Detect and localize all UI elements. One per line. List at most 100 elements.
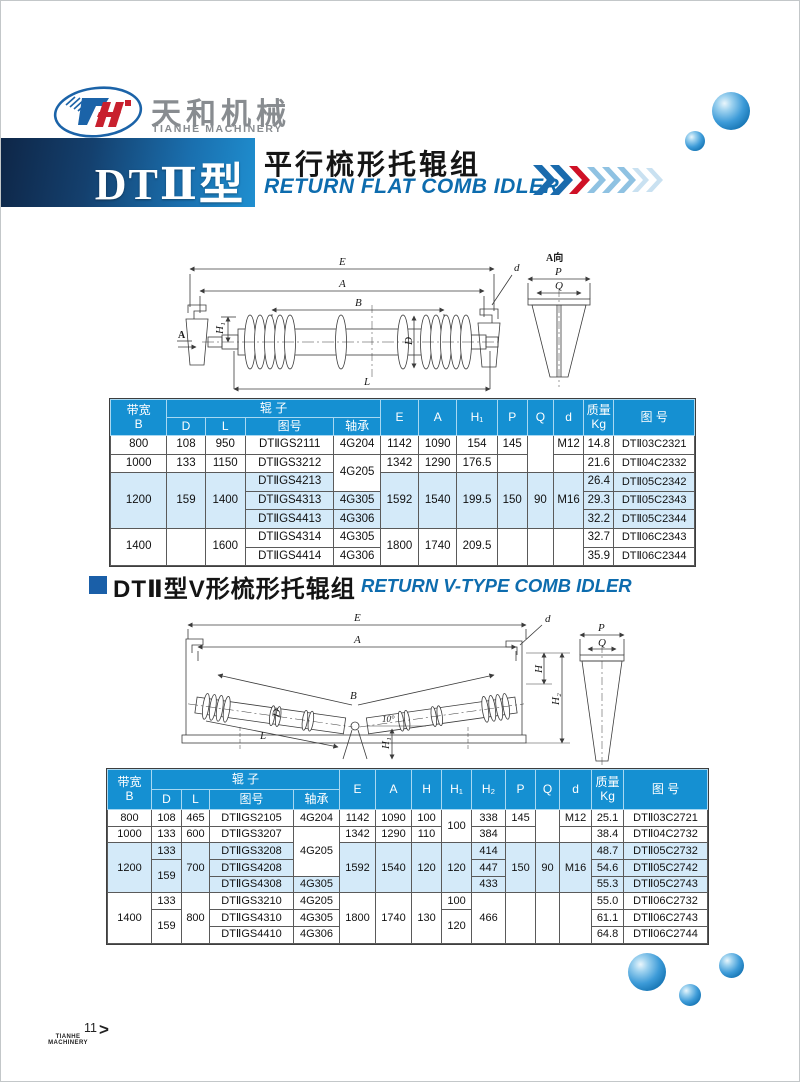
ball-decoration [679, 984, 713, 1011]
cell: DTⅡGS2111 [244, 435, 335, 455]
col-D: D [151, 789, 182, 810]
cell: 1540 [375, 842, 413, 894]
dim-label-D: D [403, 337, 415, 346]
col-L: L [181, 789, 210, 810]
cell: 21.6 [583, 453, 615, 474]
dim-label-A: A [353, 634, 361, 646]
cell: 1740 [375, 892, 413, 944]
cell: 1740 [418, 527, 458, 567]
cell: 159 [166, 472, 206, 529]
page-title-cn: 平行梳形托辊组 [264, 149, 482, 180]
table-row: DTⅡGS4308 4G305 433 55.3 DTⅡ05C2743 [108, 875, 709, 894]
cell: 26.4 [583, 472, 615, 492]
cell: 133 [151, 892, 182, 911]
cell [526, 527, 554, 567]
col-L: L [204, 417, 246, 436]
dim-label-D: D [270, 708, 283, 719]
cell: 154 [456, 435, 498, 455]
cell: 1400 [109, 527, 168, 567]
col-mass: 质量 Kg [591, 769, 625, 810]
cell: 800 [109, 435, 168, 455]
cell: 108 [166, 435, 206, 455]
cell: 38.4 [591, 825, 625, 844]
side-view-label: A向 [546, 251, 563, 264]
cell: 1400 [107, 892, 152, 944]
cell [552, 527, 585, 567]
cell: 54.6 [591, 859, 625, 877]
col-E: E [379, 399, 420, 436]
cell: 465 [181, 809, 210, 827]
dim-label-H1: H₁ [380, 737, 392, 750]
cell: DTⅡGS3208 [209, 842, 294, 861]
cell: 55.0 [591, 892, 625, 911]
cell: 414 [471, 842, 507, 861]
cell [166, 527, 206, 567]
cell: DTⅡGS4213 [244, 472, 335, 492]
col-D: D [166, 417, 206, 436]
cell: 4G204 [333, 435, 381, 455]
cell: DTⅡ03C2721 [623, 809, 709, 827]
cell: 1090 [375, 809, 413, 827]
cell: 130 [411, 892, 443, 944]
cell: 14.8 [583, 435, 615, 455]
dim-label-E: E [353, 612, 361, 624]
cell: 145 [505, 809, 537, 827]
cell: 447 [471, 859, 507, 877]
cell: 600 [181, 825, 210, 844]
cell: 159 [151, 909, 182, 944]
cell: 1540 [418, 472, 458, 529]
table-row: 1200 159 1400 DTⅡGS4213 1592 1540 199.5 … [109, 472, 695, 529]
cell: 32.2 [583, 509, 615, 529]
flat-comb-spec-table: 带宽 B 辊 子 E A H₁ P Q d 质量 Kg 图 号 D L 图号 轴承 … [109, 399, 695, 567]
cell: 108 [151, 809, 182, 827]
v-type-comb-idler-diagram: E A B L D 10° H₁ H H₂ d P Q [181, 612, 625, 766]
ball-decoration [685, 131, 716, 156]
cell: 1290 [418, 453, 458, 474]
cell: 800 [107, 809, 152, 827]
cell: 338 [471, 809, 507, 827]
section2-title-en: RETURN V-TYPE COMB IDLER [361, 575, 632, 596]
cell: 1800 [379, 527, 420, 567]
chevron-arrows-icon [533, 165, 663, 195]
cell: 90 [526, 472, 554, 529]
cell [496, 453, 528, 474]
cell: 1600 [204, 527, 246, 567]
cell: DTⅡGS4208 [209, 859, 294, 877]
cell: DTⅡ05C2343 [613, 490, 695, 511]
col-bandwidth: 带宽 B [107, 769, 152, 810]
tianhe-logo-icon [53, 86, 143, 138]
angle-label: 10° [382, 714, 395, 724]
cell: 1290 [375, 825, 413, 844]
col-P: P [496, 399, 528, 436]
cell: 29.3 [583, 490, 615, 511]
cell: DTⅡ05C2742 [623, 859, 709, 877]
dim-label-H2: H₂ [550, 693, 562, 706]
col-Q: Q [535, 769, 561, 810]
table-row: 800 108 465 DTⅡGS2105 4G204 1142 1090 10… [107, 808, 709, 844]
cell: 120 [411, 842, 443, 894]
cell: 133 [166, 453, 206, 474]
ball-decoration [628, 953, 687, 1000]
col-H1: H₁ [441, 769, 473, 810]
cell: DTⅡ06C2743 [623, 909, 709, 927]
col-roller-group: 辊 子 [150, 769, 341, 790]
cell: M12 [552, 435, 585, 455]
cell: 1090 [418, 435, 458, 455]
cell: 4G305 [333, 490, 381, 511]
col-mass: 质量 Kg [583, 399, 615, 436]
cell: 4G205 [292, 825, 341, 877]
col-bandwidth: 带宽 B [109, 399, 168, 436]
cell: 1592 [379, 472, 420, 529]
table-row: 800 108 950 DTⅡGS2111 4G204 1142 1090 15… [109, 434, 695, 474]
col-figno: 图 号 [623, 769, 709, 810]
cell: 1142 [339, 809, 377, 827]
cell: 25.1 [591, 809, 625, 827]
table-row: 1400 133 800 DTⅡGS3210 4G205 1800 1740 1… [107, 892, 709, 944]
cell: 1150 [204, 453, 246, 474]
cell [552, 453, 585, 474]
cell: 4G205 [333, 453, 381, 492]
cell: DTⅡ03C2321 [613, 435, 695, 455]
header-row: 带宽 B 辊 子 E A H₁ P Q d 质量 Kg 图 号 [109, 399, 695, 436]
cell: 133 [151, 842, 182, 861]
dim-label-Q: Q [555, 280, 563, 292]
